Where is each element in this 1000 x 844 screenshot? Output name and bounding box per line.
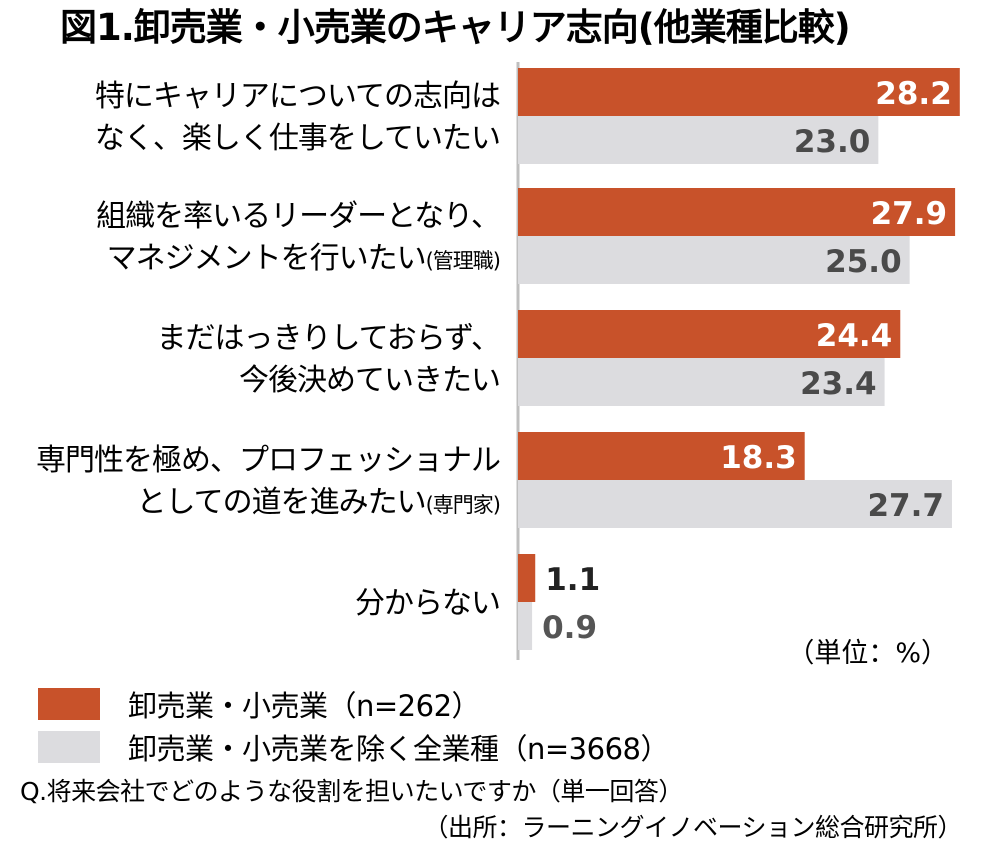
value-label-series-2: 27.7 — [867, 488, 944, 524]
value-label-series-1: 28.2 — [875, 76, 952, 112]
bar-series-1 — [518, 554, 536, 602]
legend-swatch-series-1 — [38, 688, 100, 720]
category-label-line: なく、楽しく仕事をしていたい — [95, 121, 500, 156]
category-label-suffix: (管理職) — [426, 249, 500, 273]
legend: 卸売業・小売業（n=262） 卸売業・小売業を除く全業種（n=3668） — [38, 688, 669, 766]
bar-series-2 — [518, 602, 533, 650]
category-label-line: 今後決めていきたい — [239, 363, 500, 398]
category-label-line: 専門性を極め、プロフェッショナル — [36, 443, 500, 478]
legend-label-series-1: 卸売業・小売業（n=262） — [128, 689, 480, 723]
value-label-series-2: 25.0 — [825, 244, 902, 280]
value-label-series-1: 24.4 — [816, 318, 893, 354]
legend-label-series-2: 卸売業・小売業を除く全業種（n=3668） — [128, 732, 669, 766]
category-label-line: としての道を進みたい(専門家) — [137, 485, 501, 520]
category-label-line: 分からない — [355, 586, 500, 621]
bar-series-1 — [518, 188, 956, 236]
category-label-line: まだはっきりしておらず、 — [157, 321, 501, 356]
value-label-series-2: 23.4 — [800, 366, 877, 402]
value-label-series-1: 18.3 — [720, 440, 797, 476]
question-note: Q.将来会社でどのような役割を担いたいですか（単一回答） — [20, 777, 683, 806]
legend-swatch-series-2 — [38, 731, 100, 763]
bar-series-2 — [518, 116, 879, 164]
unit-label: （単位：%） — [787, 638, 948, 669]
bar-series-1 — [518, 432, 805, 480]
chart-title: 図1.卸売業・小売業のキャリア志向(他業種比較) — [60, 6, 850, 49]
bars — [518, 68, 960, 650]
category-label-line: マネジメントを行いたい(管理職) — [107, 241, 500, 276]
bar-series-1 — [518, 310, 901, 358]
bar-series-2 — [518, 236, 910, 284]
category-label-suffix: (専門家) — [426, 493, 500, 517]
value-labels: 28.223.027.9 25.0 24.4 23.4 18.3 27.7 1.1 0.9 — [542, 76, 952, 646]
bar-series-2 — [518, 480, 952, 528]
bar-series-1 — [518, 68, 960, 116]
value-label-series-2: 0.9 — [542, 610, 597, 646]
value-label-series-1: 1.1 — [545, 562, 600, 598]
bar-series-2 — [518, 358, 885, 406]
category-labels: 特にキャリアについての志向はなく、楽しく仕事をしていたい組織を率いるリーダーとな… — [36, 79, 501, 621]
value-label-series-2: 23.0 — [794, 124, 871, 160]
category-label-line: 組織を率いるリーダーとなり、 — [96, 199, 500, 234]
source-note: （出所：ラーニングイノベーション総合研究所） — [423, 813, 962, 842]
value-label-series-1: 27.9 — [871, 196, 948, 232]
category-label-line: 特にキャリアについての志向は — [95, 79, 500, 114]
